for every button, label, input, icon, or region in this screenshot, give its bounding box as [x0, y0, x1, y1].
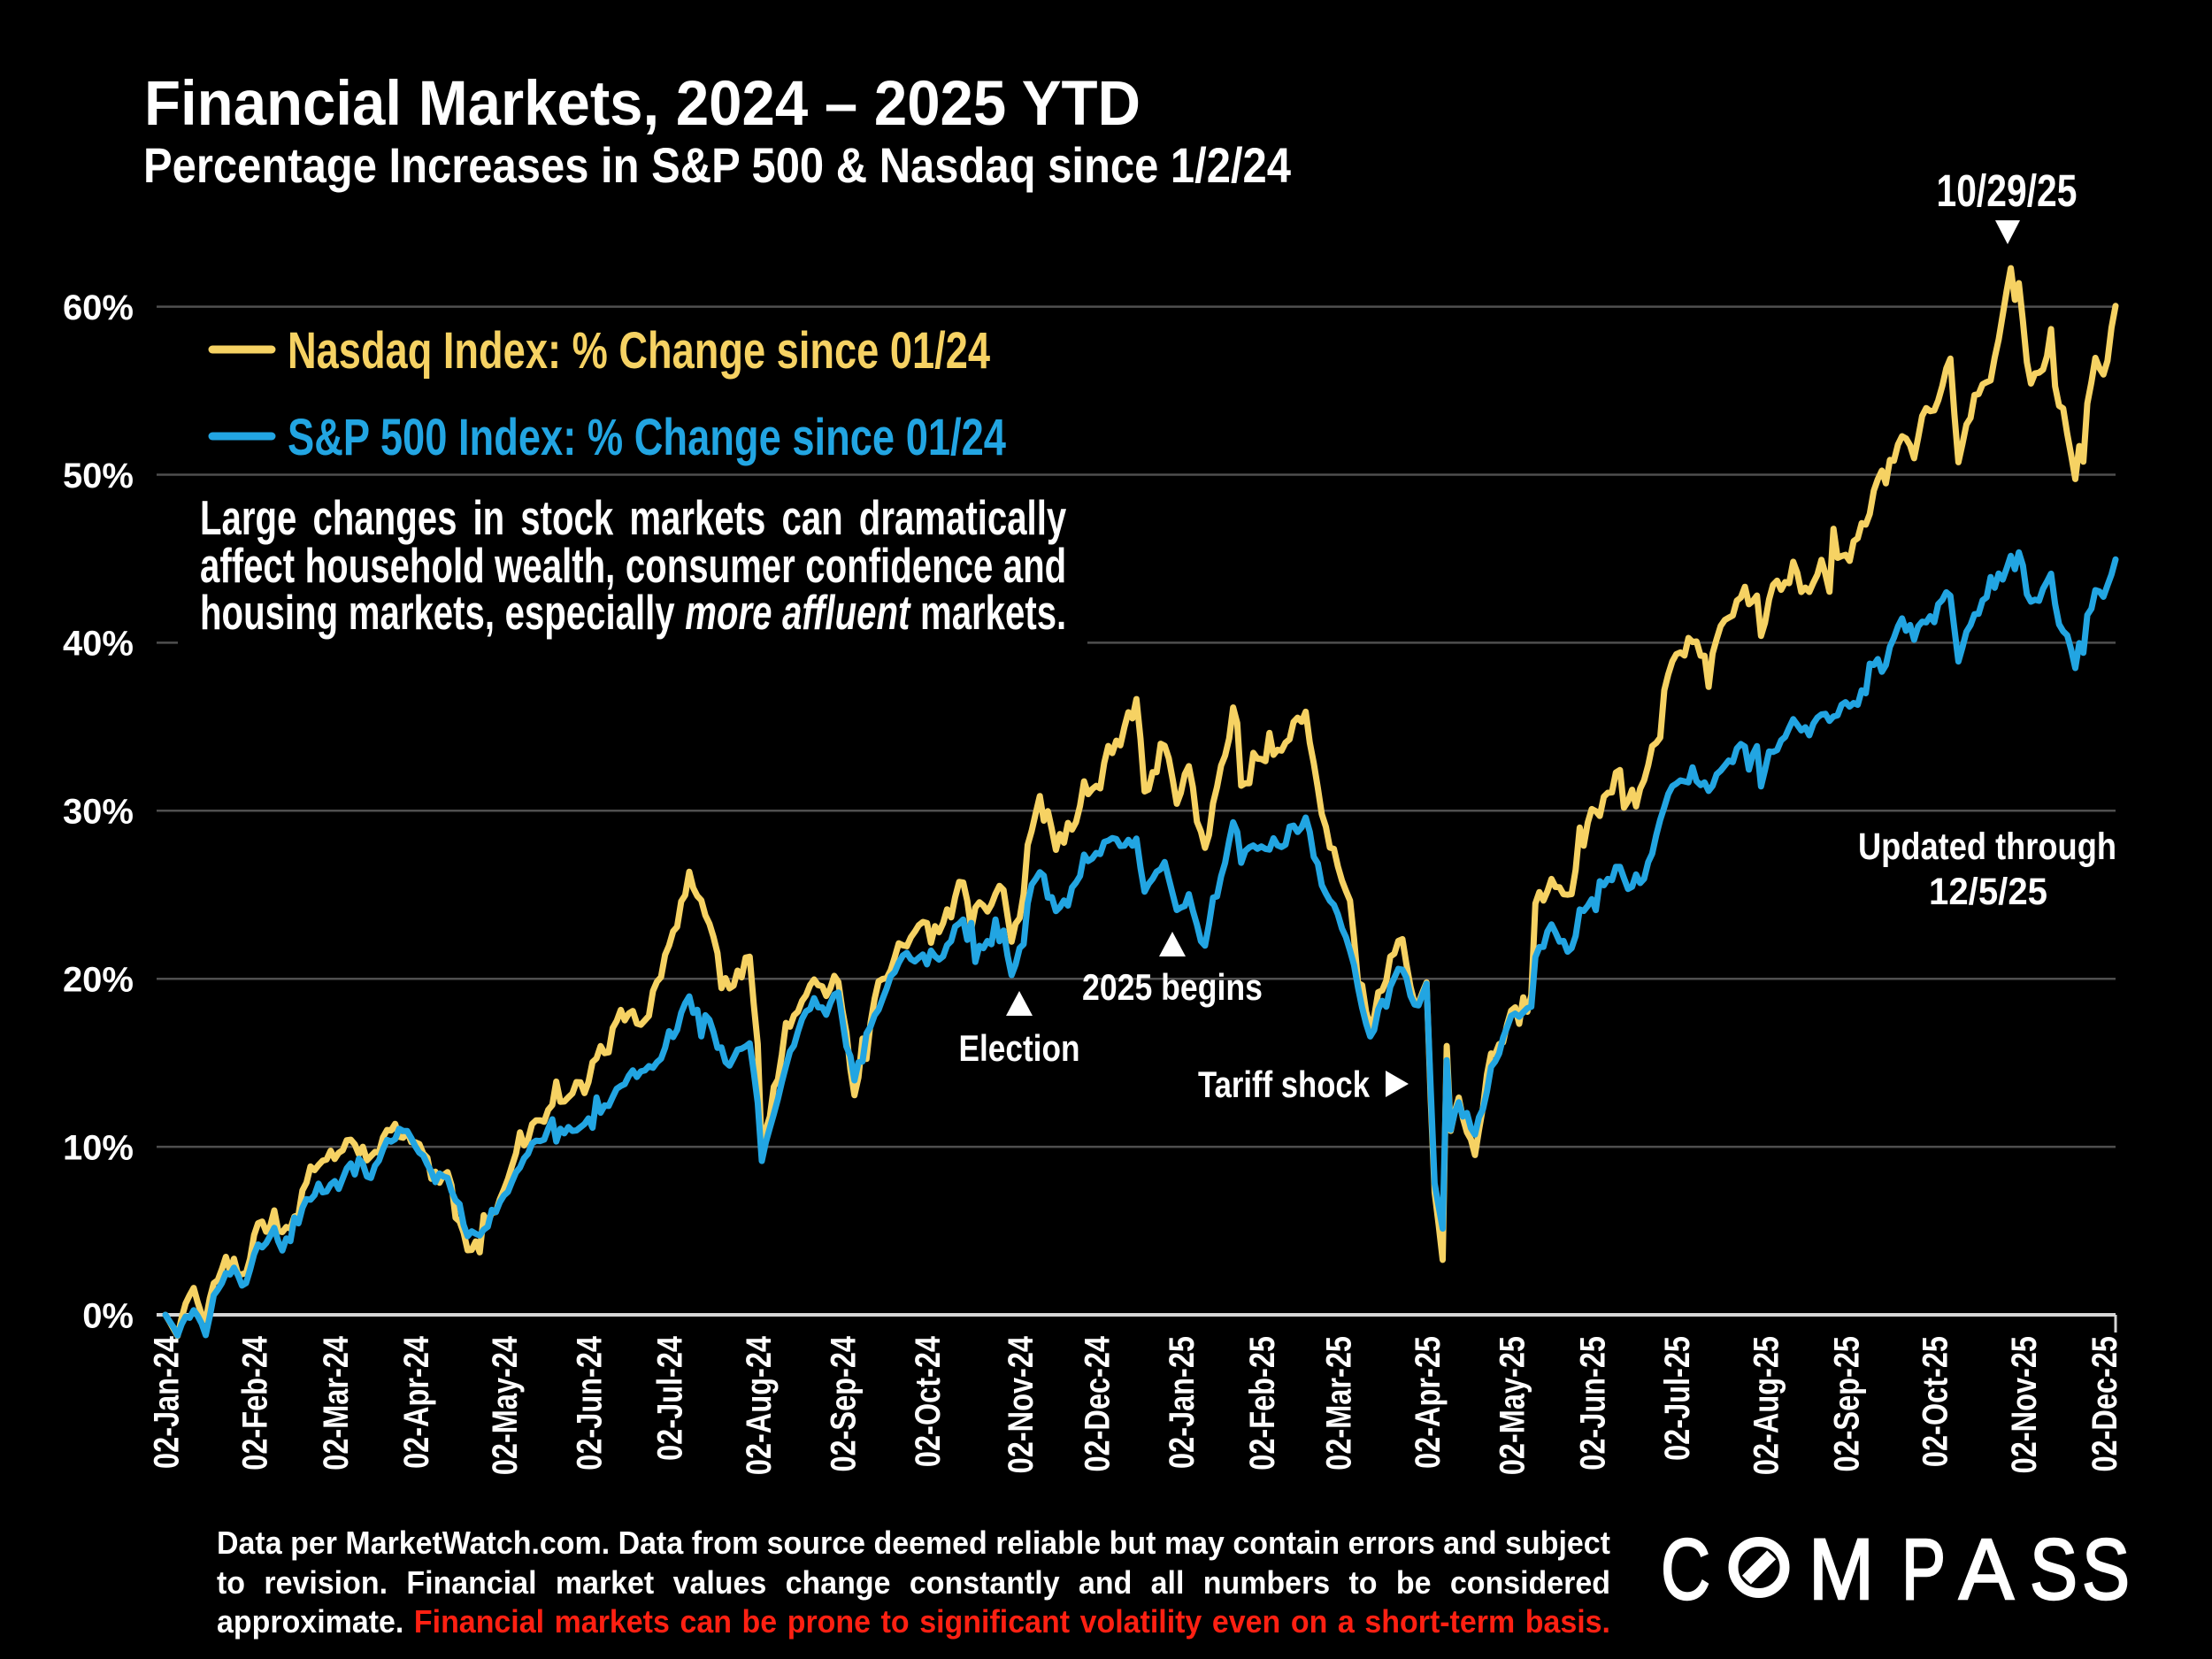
- svg-text:A: A: [1959, 1521, 2014, 1617]
- svg-text:Nasdaq Index: % Change since 0: Nasdaq Index: % Change since 01/24: [288, 322, 990, 380]
- svg-text:02-Mar-25: 02-Mar-25: [1318, 1336, 1358, 1471]
- svg-text:Tariff shock: Tariff shock: [1198, 1064, 1371, 1105]
- svg-text:02-Nov-24: 02-Nov-24: [1001, 1335, 1041, 1473]
- svg-text:Financial Markets, 2024 – 2025: Financial Markets, 2024 – 2025 YTD: [144, 69, 1141, 139]
- svg-text:S: S: [2082, 1521, 2130, 1617]
- svg-text:0%: 0%: [82, 1296, 134, 1335]
- svg-text:30%: 30%: [63, 793, 134, 832]
- svg-text:02-Sep-24: 02-Sep-24: [823, 1335, 863, 1471]
- svg-text:2025 begins: 2025 begins: [1082, 966, 1263, 1008]
- svg-text:02-Aug-25: 02-Aug-25: [1746, 1336, 1786, 1475]
- svg-text:02-Dec-24: 02-Dec-24: [1077, 1335, 1117, 1471]
- svg-text:50%: 50%: [63, 457, 134, 495]
- svg-text:02-Feb-25: 02-Feb-25: [1242, 1336, 1282, 1471]
- svg-text:02-Nov-25: 02-Nov-25: [2004, 1336, 2044, 1473]
- svg-text:C: C: [1661, 1521, 1710, 1617]
- svg-text:02-Jun-24: 02-Jun-24: [569, 1335, 609, 1470]
- svg-text:02-Jul-25: 02-Jul-25: [1657, 1336, 1697, 1461]
- svg-text:S: S: [2030, 1521, 2078, 1617]
- svg-text:S&P 500 Index: % Change since: S&P 500 Index: % Change since 01/24: [288, 409, 1006, 466]
- svg-text:02-Oct-25: 02-Oct-25: [1915, 1336, 1955, 1467]
- svg-text:Percentage Increases in S&P 50: Percentage Increases in S&P 500 & Nasdaq…: [143, 137, 1291, 193]
- svg-text:10/29/25: 10/29/25: [1937, 165, 2078, 216]
- svg-text:02-Oct-24: 02-Oct-24: [908, 1335, 948, 1467]
- svg-text:02-Jan-25: 02-Jan-25: [1162, 1336, 1202, 1469]
- svg-text:40%: 40%: [63, 625, 134, 664]
- svg-text:02-Jul-24: 02-Jul-24: [649, 1335, 689, 1461]
- svg-text:Election: Election: [959, 1027, 1080, 1069]
- svg-text:02-Dec-25: 02-Dec-25: [2085, 1336, 2124, 1472]
- svg-text:02-Mar-24: 02-Mar-24: [316, 1335, 356, 1470]
- svg-text:12/5/25: 12/5/25: [1929, 871, 2047, 913]
- svg-text:Updated through: Updated through: [1858, 826, 2116, 868]
- svg-text:60%: 60%: [63, 288, 134, 327]
- svg-text:02-Apr-24: 02-Apr-24: [396, 1335, 436, 1469]
- svg-text:10%: 10%: [63, 1128, 134, 1167]
- svg-text:02-May-25: 02-May-25: [1492, 1336, 1532, 1475]
- svg-text:02-Feb-24: 02-Feb-24: [234, 1335, 274, 1470]
- svg-text:02-May-24: 02-May-24: [485, 1335, 525, 1475]
- svg-text:02-Jan-24: 02-Jan-24: [146, 1335, 186, 1469]
- svg-text:M: M: [1809, 1521, 1874, 1617]
- svg-text:02-Aug-24: 02-Aug-24: [739, 1335, 779, 1475]
- svg-text:02-Sep-25: 02-Sep-25: [1826, 1336, 1866, 1472]
- svg-text:P: P: [1901, 1521, 1946, 1617]
- svg-text:02-Jun-25: 02-Jun-25: [1572, 1336, 1612, 1471]
- svg-text:20%: 20%: [63, 961, 134, 1000]
- svg-text:02-Apr-25: 02-Apr-25: [1408, 1336, 1448, 1469]
